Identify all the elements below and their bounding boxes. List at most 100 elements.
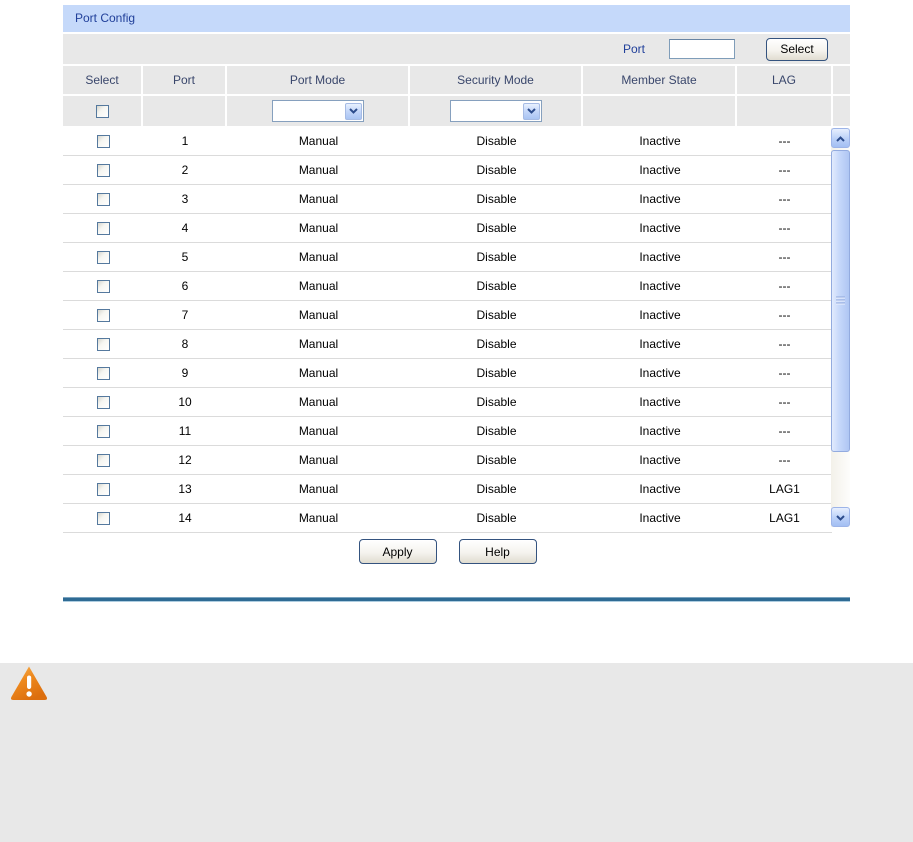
cell-lag: LAG1 (769, 482, 800, 496)
cell-lag: --- (778, 395, 791, 409)
table-row: 3 Manual Disable Inactive --- (63, 185, 832, 214)
row-select-cell (63, 243, 143, 271)
select-button[interactable]: Select (766, 37, 828, 61)
port-mode-dropdown[interactable] (271, 100, 364, 122)
cell-port: 3 (181, 192, 189, 206)
cell-port-mode: Manual (298, 424, 339, 438)
cell-lag: --- (778, 163, 791, 177)
chevron-down-icon[interactable] (344, 102, 362, 120)
row-checkbox[interactable] (96, 192, 110, 206)
row-checkbox[interactable] (96, 163, 110, 177)
row-select-cell (63, 388, 143, 416)
row-checkbox[interactable] (96, 250, 110, 264)
cell-member-state: Inactive (639, 511, 681, 525)
chevron-down-icon[interactable] (522, 102, 540, 120)
filter-lag-cell (737, 96, 833, 126)
cell-member-state: Inactive (639, 134, 681, 148)
row-checkbox[interactable] (96, 453, 110, 467)
cell-port: 8 (181, 337, 189, 351)
cell-security-mode: Disable (476, 221, 517, 235)
apply-button[interactable]: Apply (358, 539, 437, 564)
row-checkbox[interactable] (96, 279, 110, 293)
cell-port: 5 (181, 250, 189, 264)
cell-lag: --- (778, 337, 791, 351)
port-table-body: 1 Manual Disable Inactive --- 2 Manual D… (63, 127, 850, 533)
row-checkbox[interactable] (96, 482, 110, 496)
row-select-cell (63, 127, 143, 155)
cell-security-mode: Disable (476, 337, 517, 351)
cell-port: 10 (178, 395, 192, 409)
table-scrollbar[interactable] (831, 128, 850, 527)
port-filter-label: Port (622, 42, 645, 56)
cell-member-state: Inactive (639, 453, 681, 467)
cell-member-state: Inactive (639, 192, 681, 206)
cell-port-mode: Manual (298, 453, 339, 467)
row-select-cell (63, 475, 143, 503)
column-header-port-mode: Port Mode (227, 66, 410, 94)
cell-security-mode: Disable (476, 424, 517, 438)
scrollbar-track[interactable] (831, 148, 850, 507)
cell-port-mode: Manual (298, 221, 339, 235)
row-checkbox[interactable] (96, 366, 110, 380)
chevron-up-icon (836, 131, 845, 145)
row-checkbox[interactable] (96, 424, 110, 438)
row-select-cell (63, 214, 143, 242)
cell-port-mode: Manual (298, 192, 339, 206)
cell-member-state: Inactive (639, 424, 681, 438)
scrollbar-down-button[interactable] (831, 507, 850, 527)
filter-member-state-cell (583, 96, 737, 126)
cell-lag: --- (778, 366, 791, 380)
cell-security-mode: Disable (476, 482, 517, 496)
table-row: 10 Manual Disable Inactive --- (63, 388, 832, 417)
cell-security-mode: Disable (476, 250, 517, 264)
help-button[interactable]: Help (458, 539, 537, 564)
port-filter-input[interactable] (669, 39, 735, 59)
select-all-checkbox[interactable] (95, 104, 109, 118)
cell-member-state: Inactive (639, 308, 681, 322)
row-checkbox[interactable] (96, 221, 110, 235)
cell-port-mode: Manual (298, 134, 339, 148)
scrollbar-up-button[interactable] (831, 128, 850, 148)
cell-port: 4 (181, 221, 189, 235)
row-checkbox[interactable] (96, 134, 110, 148)
cell-lag: --- (778, 424, 791, 438)
table-row: 2 Manual Disable Inactive --- (63, 156, 832, 185)
section-divider (63, 597, 850, 602)
warning-triangle-icon (10, 666, 48, 700)
row-select-cell (63, 417, 143, 445)
row-select-cell (63, 504, 143, 532)
row-checkbox[interactable] (96, 395, 110, 409)
row-checkbox[interactable] (96, 337, 110, 351)
cell-port: 9 (181, 366, 189, 380)
row-checkbox[interactable] (96, 511, 110, 525)
table-row: 8 Manual Disable Inactive --- (63, 330, 832, 359)
filter-port-cell (143, 96, 227, 126)
note-section (0, 663, 913, 842)
scrollbar-thumb[interactable] (831, 150, 850, 452)
table-row: 9 Manual Disable Inactive --- (63, 359, 832, 388)
row-select-cell (63, 330, 143, 358)
table-filter-row (63, 96, 850, 126)
column-header-select: Select (63, 66, 143, 94)
cell-security-mode: Disable (476, 308, 517, 322)
cell-port-mode: Manual (298, 337, 339, 351)
security-mode-dropdown[interactable] (449, 100, 542, 122)
column-header-port: Port (143, 66, 227, 94)
row-select-cell (63, 301, 143, 329)
cell-member-state: Inactive (639, 366, 681, 380)
cell-security-mode: Disable (476, 192, 517, 206)
cell-security-mode: Disable (476, 163, 517, 177)
row-checkbox[interactable] (96, 308, 110, 322)
row-select-cell (63, 156, 143, 184)
cell-lag: --- (778, 250, 791, 264)
table-row: 4 Manual Disable Inactive --- (63, 214, 832, 243)
cell-port-mode: Manual (298, 163, 339, 177)
cell-port: 7 (181, 308, 189, 322)
cell-port-mode: Manual (298, 279, 339, 293)
column-header-spacer (833, 66, 850, 94)
cell-port-mode: Manual (298, 482, 339, 496)
scrollbar-grip-icon (836, 296, 845, 306)
cell-lag: --- (778, 453, 791, 467)
cell-port-mode: Manual (298, 366, 339, 380)
filter-port-mode-cell (227, 96, 410, 126)
